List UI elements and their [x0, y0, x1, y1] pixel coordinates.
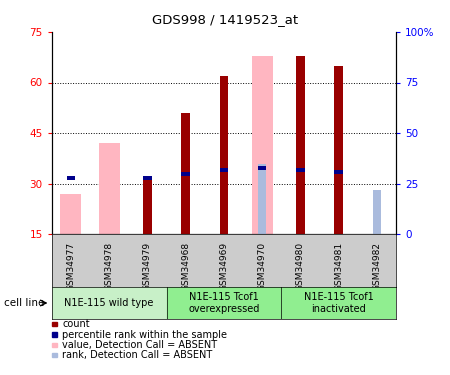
Text: GSM34969: GSM34969 [220, 242, 228, 291]
Bar [220, 168, 228, 172]
Bar [67, 176, 75, 180]
Text: value, Detection Call = ABSENT: value, Detection Call = ABSENT [62, 340, 217, 350]
Bar [373, 190, 381, 234]
Bar [99, 143, 120, 234]
Text: GSM34970: GSM34970 [257, 242, 266, 291]
Text: percentile rank within the sample: percentile rank within the sample [62, 330, 227, 339]
Text: GSM34979: GSM34979 [143, 242, 152, 291]
Text: GSM34977: GSM34977 [67, 242, 76, 291]
Text: N1E-115 Tcof1
overexpressed: N1E-115 Tcof1 overexpressed [188, 292, 260, 314]
Bar [296, 56, 305, 234]
Bar [334, 66, 343, 234]
Bar [220, 76, 228, 234]
Bar [258, 165, 266, 170]
Text: N1E-115 wild type: N1E-115 wild type [64, 298, 154, 308]
Text: GSM34982: GSM34982 [373, 242, 382, 291]
Bar [52, 352, 57, 357]
Bar [143, 177, 152, 234]
Text: cell line: cell line [4, 298, 45, 308]
Bar [181, 172, 190, 176]
Bar [296, 168, 305, 172]
Text: GSM34978: GSM34978 [104, 242, 113, 291]
Text: N1E-115 Tcof1
inactivated: N1E-115 Tcof1 inactivated [304, 292, 373, 314]
Text: rank, Detection Call = ABSENT: rank, Detection Call = ABSENT [62, 350, 212, 360]
Bar [258, 164, 266, 234]
Text: GSM34980: GSM34980 [296, 242, 305, 291]
Bar [60, 194, 81, 234]
Bar [52, 333, 57, 337]
Bar [334, 170, 343, 174]
Text: GSM34981: GSM34981 [334, 242, 343, 291]
Bar [166, 287, 281, 319]
Bar [143, 176, 152, 180]
Bar [52, 287, 166, 319]
Bar [281, 287, 396, 319]
Bar [52, 343, 57, 346]
Text: GSM34968: GSM34968 [181, 242, 190, 291]
Bar [252, 56, 273, 234]
Bar [52, 322, 57, 326]
Text: count: count [62, 320, 90, 329]
Bar [181, 113, 190, 234]
Text: GDS998 / 1419523_at: GDS998 / 1419523_at [152, 13, 298, 26]
